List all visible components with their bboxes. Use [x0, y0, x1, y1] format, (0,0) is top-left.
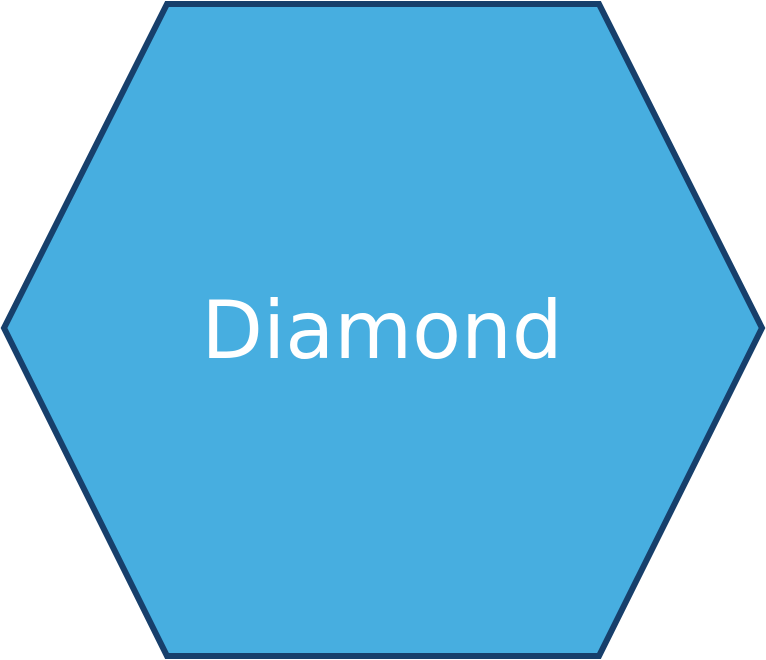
hexagon-label: Diamond [201, 284, 562, 377]
